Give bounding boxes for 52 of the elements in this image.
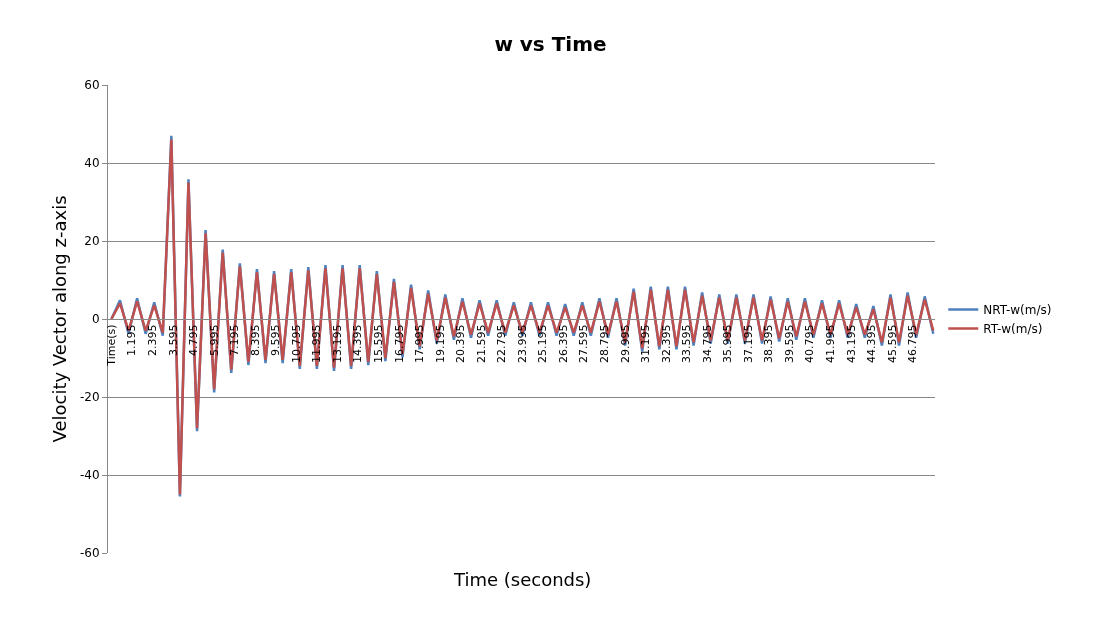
x-tick-label: 13.195 xyxy=(330,324,344,363)
y-tick-label: 40 xyxy=(84,156,100,171)
x-tick-label: 37.195 xyxy=(741,324,755,363)
y-axis-title: Velocity Vector along z-axis xyxy=(49,195,71,443)
y-tick-label: 0 xyxy=(91,312,100,327)
x-tick-label: 29.995 xyxy=(618,324,632,363)
x-tick-label: 25.195 xyxy=(536,324,550,363)
x-tick-label: 22.795 xyxy=(495,324,509,363)
x-tick-label: 15.595 xyxy=(372,324,386,363)
x-tick-label: 27.595 xyxy=(577,324,591,363)
x-tick-label: 10.795 xyxy=(289,324,303,363)
x-tick-label: 35.995 xyxy=(721,324,735,363)
x-tick-label: 2.395 xyxy=(146,324,159,356)
x-tick-label: 23.995 xyxy=(515,324,529,363)
x-tick-label: 45.595 xyxy=(885,324,899,363)
x-tick-label: 46.795 xyxy=(906,324,920,363)
x-tick-label: 14.395 xyxy=(351,324,365,363)
x-tick-label: 16.795 xyxy=(392,324,406,363)
y-tick-label: 20 xyxy=(84,234,100,249)
y-tick-label: 60 xyxy=(84,78,100,93)
legend-label: RT-w(m/s) xyxy=(983,322,1043,337)
x-tick-label: 43.195 xyxy=(844,324,858,363)
x-tick-label: 31.195 xyxy=(639,324,653,363)
x-tick-label: 11.995 xyxy=(310,324,324,363)
y-tick-label: -20 xyxy=(79,390,100,405)
x-tick-label: 32.395 xyxy=(659,324,673,363)
x-tick-label: 26.395 xyxy=(556,324,570,363)
x-tick-label: 41.995 xyxy=(824,324,838,363)
x-tick-label: 7.195 xyxy=(228,324,242,356)
x-tick-label: 33.595 xyxy=(680,324,694,363)
x-tick-label: 38.395 xyxy=(762,324,776,363)
x-tick-label: 3.595 xyxy=(166,324,180,356)
legend-label: NRT-w(m/s) xyxy=(983,303,1052,318)
x-tick-label: 17.995 xyxy=(413,324,427,363)
y-tick-label: -60 xyxy=(79,546,100,561)
x-tick-label: 1.195 xyxy=(125,324,139,356)
x-tick-label: 39.595 xyxy=(782,324,796,363)
x-tick-label: 4.795 xyxy=(187,324,201,356)
x-tick-label: 8.395 xyxy=(248,324,262,356)
y-tick-label: -40 xyxy=(79,468,100,483)
x-tick-label: 20.395 xyxy=(454,324,468,363)
x-tick-label: 19.195 xyxy=(433,324,447,363)
x-tick-label: 34.795 xyxy=(700,324,714,363)
x-tick-label: 40.795 xyxy=(803,324,817,363)
x-tick-label: 44.395 xyxy=(865,324,879,363)
x-tick-label: 9.595 xyxy=(269,324,283,356)
x-tick-label: 28.795 xyxy=(598,324,612,363)
x-tick-label: 21.595 xyxy=(474,324,488,363)
x-tick-label: Time(s) xyxy=(104,324,118,367)
x-tick-label: 5.995 xyxy=(207,324,221,356)
x-axis-title: Time (seconds) xyxy=(453,569,592,590)
chart-title: w vs Time xyxy=(494,31,607,56)
